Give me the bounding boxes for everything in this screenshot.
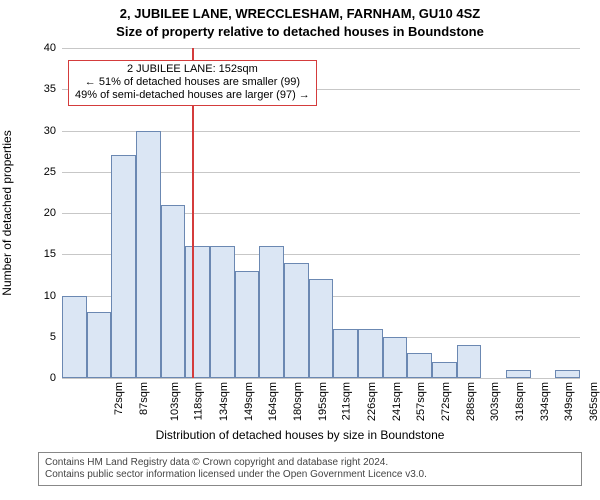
x-tick-label: 303sqm — [487, 378, 501, 421]
x-tick-label: 118sqm — [191, 378, 205, 420]
histogram-bar — [235, 271, 260, 378]
histogram-bar — [136, 131, 161, 379]
histogram-bar — [506, 370, 531, 378]
x-tick-label: 134sqm — [216, 378, 230, 421]
histogram-bar — [284, 263, 309, 379]
x-tick-label: 365sqm — [586, 378, 600, 421]
histogram-bar — [309, 279, 334, 378]
footer-attribution: Contains HM Land Registry data © Crown c… — [38, 452, 582, 486]
x-tick-label: 180sqm — [290, 378, 304, 421]
histogram-bar — [62, 296, 87, 379]
x-tick-label: 318sqm — [512, 378, 526, 421]
x-tick-label: 211sqm — [339, 378, 353, 420]
y-tick-label: 15 — [44, 248, 62, 260]
annotation-line3: 49% of semi-detached houses are larger (… — [75, 89, 310, 102]
y-tick-label: 0 — [50, 372, 62, 384]
x-tick-label: 164sqm — [265, 378, 279, 421]
chart-title-subtitle: Size of property relative to detached ho… — [0, 24, 600, 39]
x-tick-label: 103sqm — [167, 378, 181, 421]
annotation-line1: 2 JUBILEE LANE: 152sqm — [75, 63, 310, 76]
histogram-bar — [210, 246, 235, 378]
x-tick-label: 72sqm — [111, 378, 125, 415]
x-axis-label: Distribution of detached houses by size … — [0, 428, 600, 442]
chart-title-address: 2, JUBILEE LANE, WRECCLESHAM, FARNHAM, G… — [0, 6, 600, 21]
footer-line1: Contains HM Land Registry data © Crown c… — [45, 457, 575, 469]
grid-line — [62, 48, 580, 49]
histogram-bar — [457, 345, 482, 378]
y-tick-label: 25 — [44, 166, 62, 178]
x-tick-label: 149sqm — [241, 378, 255, 421]
histogram-bar — [333, 329, 358, 379]
histogram-bar — [111, 155, 136, 378]
histogram-bar — [383, 337, 408, 378]
x-tick-label: 241sqm — [389, 378, 403, 421]
histogram-bar — [161, 205, 186, 378]
y-tick-label: 30 — [44, 125, 62, 137]
y-tick-label: 20 — [44, 207, 62, 219]
x-tick-label: 195sqm — [315, 378, 329, 421]
histogram-bar — [259, 246, 284, 378]
x-tick-label: 288sqm — [463, 378, 477, 421]
histogram-bar — [407, 353, 432, 378]
footer-line2: Contains public sector information licen… — [45, 469, 575, 481]
y-tick-label: 40 — [44, 42, 62, 54]
x-tick-label: 272sqm — [438, 378, 452, 421]
x-tick-label: 257sqm — [413, 378, 427, 421]
x-tick-label: 226sqm — [364, 378, 378, 421]
annotation-callout: 2 JUBILEE LANE: 152sqm ← 51% of detached… — [68, 60, 317, 106]
y-tick-label: 10 — [44, 290, 62, 302]
histogram-bar — [185, 246, 210, 378]
y-axis-label: Number of detached properties — [0, 130, 14, 295]
y-tick-label: 35 — [44, 83, 62, 95]
x-tick-label: 334sqm — [537, 378, 551, 421]
annotation-line2: ← 51% of detached houses are smaller (99… — [75, 76, 310, 89]
histogram-bar — [87, 312, 112, 378]
x-tick-label: 349sqm — [561, 378, 575, 421]
histogram-bar — [358, 329, 383, 379]
histogram-bar — [432, 362, 457, 379]
x-tick-label: 87sqm — [136, 378, 150, 415]
y-tick-label: 5 — [50, 331, 62, 343]
histogram-bar — [555, 370, 580, 378]
